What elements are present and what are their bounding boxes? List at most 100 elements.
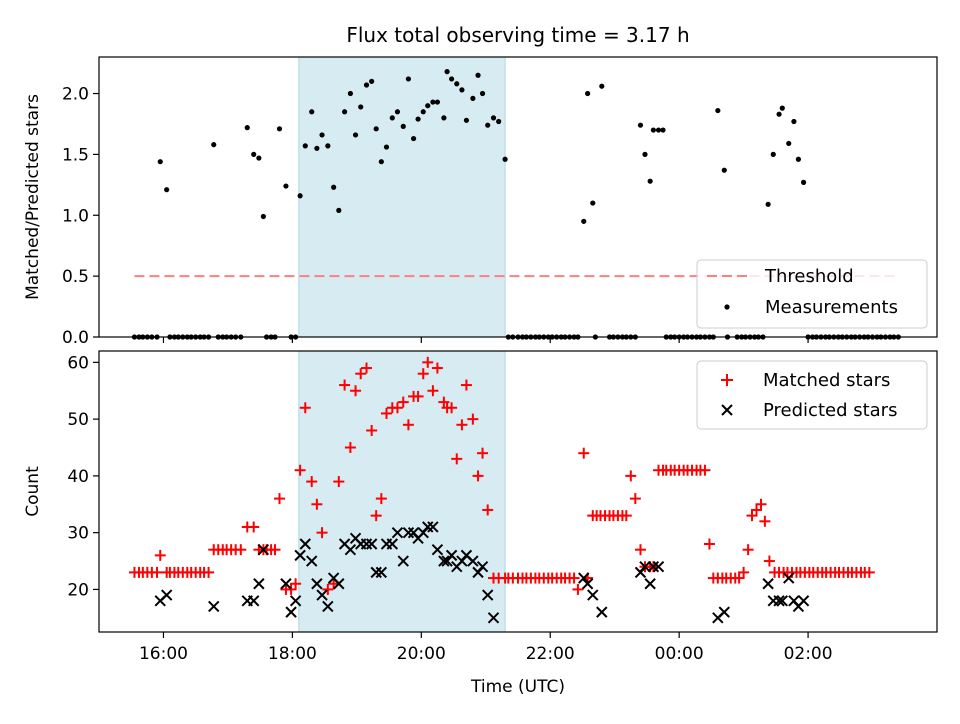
xtick-label: 18:00 — [268, 644, 317, 664]
measurement-point — [786, 140, 792, 147]
predicted-star-point — [467, 555, 479, 567]
bot-ytick-label: 50 — [67, 410, 89, 430]
measurement-point — [463, 117, 470, 123]
matched-star-point — [472, 470, 484, 482]
bottom-x-ticks: 16:00 18:00 20:00 22:00 00:00 02:00 — [139, 632, 833, 664]
measurement-point — [302, 143, 308, 149]
measurement-point — [765, 201, 771, 207]
measurement-point — [383, 144, 390, 150]
bottom-panel: 20 30 40 50 60 16:00 18:00 20:00 22:00 00:00 02:0… — [23, 350, 938, 697]
predicted-star-point — [391, 526, 404, 539]
measurement-point — [776, 111, 782, 117]
measurement-point — [660, 127, 666, 133]
predicted-star-point — [386, 538, 399, 550]
measurement-point — [647, 178, 653, 184]
measurement-point — [715, 107, 721, 114]
predicted-star-point — [344, 543, 357, 556]
predicted-star-point — [647, 561, 660, 573]
matched-star-point — [477, 447, 489, 459]
predicted-star-point — [762, 578, 774, 590]
matched-star-point — [438, 396, 450, 408]
matched-star-point — [316, 527, 328, 539]
matched-star-point — [759, 515, 771, 527]
matched-star-point — [446, 402, 458, 414]
matched-star-point — [397, 396, 409, 408]
predicted-star-point — [581, 578, 594, 590]
predicted-star-point — [596, 606, 608, 618]
matched-star-point — [151, 566, 163, 578]
matched-star-point — [763, 555, 775, 567]
matched-star-point — [306, 476, 318, 488]
matched-star-point — [467, 413, 479, 425]
predicted-star-point — [322, 600, 334, 613]
measurement-point — [496, 118, 502, 125]
measurement-point — [309, 109, 315, 115]
measurement-point — [470, 95, 476, 101]
measurement-point — [394, 109, 401, 115]
predicted-star-point — [422, 521, 434, 533]
count-series — [128, 356, 875, 624]
measurement-point — [389, 115, 395, 121]
matched-star-point — [350, 385, 362, 397]
predicted-star-point — [402, 526, 415, 539]
measurement-point — [325, 143, 331, 149]
xtick-label: 02:00 — [784, 644, 833, 664]
matched-star-point — [366, 424, 378, 436]
bot-ytick-label: 20 — [67, 580, 89, 600]
predicted-star-point — [438, 555, 450, 567]
matched-star-point — [322, 583, 334, 595]
matched-star-point — [746, 510, 758, 522]
measurement-point — [444, 69, 450, 75]
measurement-point — [425, 103, 431, 109]
predicted-star-point — [285, 606, 297, 618]
legend-measurements-swatch — [724, 304, 730, 310]
predicted-star-point — [257, 543, 270, 556]
measurement-point — [157, 159, 163, 165]
matched-star-point — [203, 566, 215, 578]
matched-star-point — [742, 544, 754, 556]
predicted-star-point — [248, 595, 260, 607]
matched-star-point — [285, 583, 297, 595]
matched-star-point — [391, 402, 403, 414]
measurement-point — [336, 207, 342, 213]
measurement-point — [490, 115, 497, 121]
xtick-label: 22:00 — [526, 644, 575, 664]
matched-star-point — [154, 549, 166, 561]
matched-star-point — [333, 476, 345, 488]
top-ytick-label: 1.0 — [62, 206, 89, 226]
matched-star-point — [427, 385, 439, 397]
measurement-point — [599, 83, 605, 89]
chart-title: Flux total observing time = 3.17 h — [346, 23, 689, 47]
top-panel: 0.00.51.01.52.0 Matched/Predicted stars … — [23, 56, 938, 348]
predicted-star-point — [370, 566, 382, 579]
measurement-point — [637, 122, 644, 128]
predicted-star-point — [360, 538, 373, 550]
measurement-point — [358, 104, 364, 110]
matched-star-point — [699, 464, 711, 476]
predicted-star-point — [316, 589, 328, 601]
matched-star-point — [620, 510, 632, 522]
measurement-point — [405, 76, 412, 82]
measurement-point — [485, 122, 491, 128]
predicted-star-point — [773, 595, 785, 607]
top-shaded-interval — [298, 56, 506, 338]
top-axes-frame — [98, 56, 938, 338]
measurement-point — [581, 218, 587, 224]
matched-star-point — [703, 538, 715, 550]
matched-star-point — [339, 379, 351, 391]
bottom-y-axis-label: Count — [23, 466, 43, 517]
measurement-point — [430, 99, 436, 105]
matched-star-point — [294, 464, 306, 476]
matched-star-point — [328, 578, 340, 590]
top-ytick-label: 2.0 — [62, 85, 89, 105]
measurement-point — [276, 126, 283, 132]
matched-star-point — [375, 493, 387, 505]
predicted-star-point — [776, 595, 788, 607]
bot-ytick-label: 60 — [67, 353, 89, 373]
predicted-star-point — [481, 589, 494, 601]
top-y-ticks: 0.0 0.5 1.0 1.5 2.0 — [62, 85, 99, 348]
matched-star-point — [402, 419, 414, 431]
top-y-axis-label: Matched/Predicted stars — [23, 94, 43, 300]
matched-star-point — [482, 504, 494, 516]
